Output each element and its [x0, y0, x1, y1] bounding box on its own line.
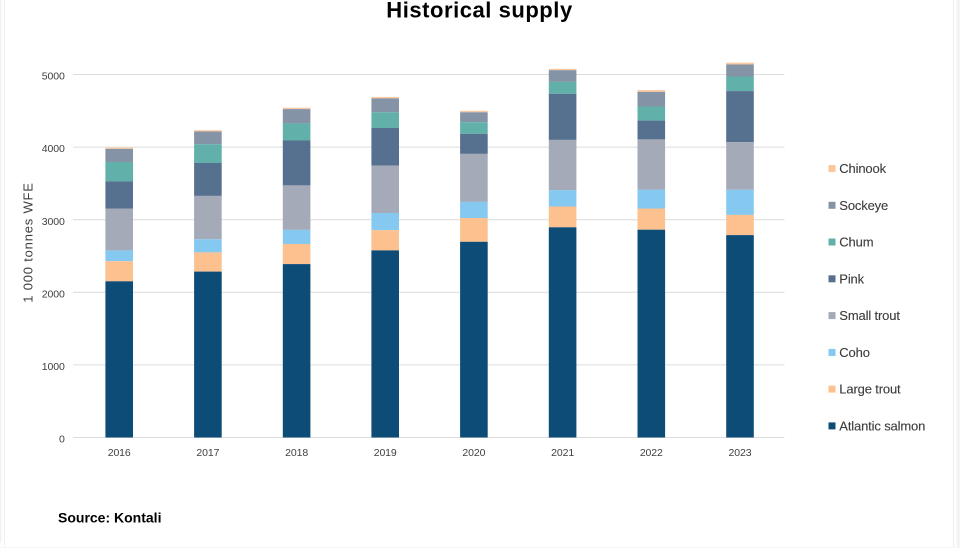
svg-text:2016: 2016 — [108, 447, 131, 459]
svg-text:Sockeye: Sockeye — [839, 198, 888, 213]
svg-text:Large trout: Large trout — [839, 382, 901, 397]
svg-text:2021: 2021 — [551, 447, 574, 459]
svg-text:2018: 2018 — [285, 447, 308, 459]
svg-text:2019: 2019 — [374, 447, 397, 459]
svg-text:Historical supply: Historical supply — [386, 0, 573, 22]
svg-text:5000: 5000 — [42, 71, 65, 83]
svg-text:Atlantic salmon: Atlantic salmon — [839, 419, 925, 434]
svg-text:2022: 2022 — [640, 447, 663, 459]
svg-text:0: 0 — [59, 434, 65, 446]
svg-text:2017: 2017 — [196, 447, 219, 459]
svg-text:3000: 3000 — [42, 216, 65, 228]
svg-text:Small trout: Small trout — [839, 308, 900, 323]
svg-text:4000: 4000 — [42, 143, 65, 155]
svg-text:1 000 tonnes WFE: 1 000 tonnes WFE — [21, 182, 36, 302]
svg-text:2023: 2023 — [729, 447, 752, 459]
svg-text:2020: 2020 — [462, 447, 485, 459]
svg-text:2000: 2000 — [42, 288, 65, 300]
svg-text:Pink: Pink — [839, 271, 864, 286]
svg-text:1000: 1000 — [42, 361, 65, 373]
svg-text:Chum: Chum — [839, 235, 873, 250]
svg-text:Chinook: Chinook — [839, 161, 886, 176]
svg-text:Source: Kontali: Source: Kontali — [58, 510, 161, 526]
svg-text:Coho: Coho — [839, 345, 869, 360]
